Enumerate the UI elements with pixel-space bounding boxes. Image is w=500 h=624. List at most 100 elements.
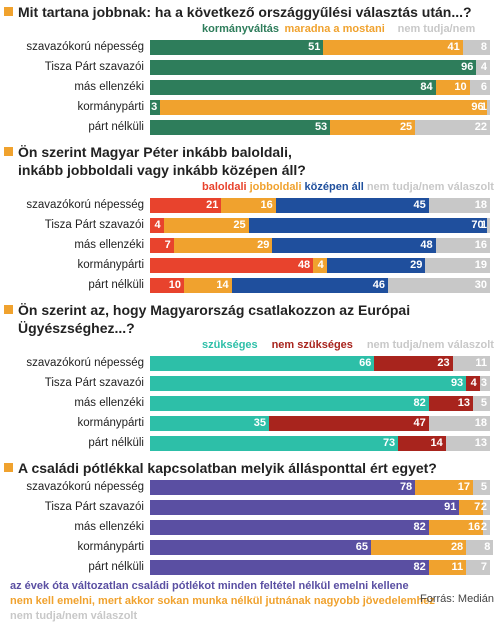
bar-segment: 48 <box>272 237 436 253</box>
bar-row: szavazókorú népesség 66 23 11 <box>4 353 494 373</box>
value-label: 4 <box>480 60 487 73</box>
value-label: 6 <box>480 80 487 93</box>
category-label: párt nélküli <box>88 436 144 449</box>
bar-segment: 19 <box>425 257 490 273</box>
stacked-bar: 21 16 45 18 <box>150 197 490 213</box>
stacked-bar: 93 4 3 <box>150 375 490 391</box>
value-label: 53 <box>314 120 328 133</box>
value-label: 13 <box>457 396 470 409</box>
bar-segment: 4 <box>466 375 480 391</box>
value-label: 4 <box>154 218 161 231</box>
value-label: 46 <box>372 278 385 291</box>
bar-row: párt nélküli 53 25 22 <box>4 117 494 137</box>
value-label: 7 <box>164 238 171 251</box>
bar-segment: 8 <box>466 539 494 555</box>
bar-segment: 13 <box>428 395 473 411</box>
bar-segment: 82 <box>150 559 429 575</box>
bar-segment: 4 <box>476 59 490 75</box>
category-cell: szavazókorú népesség <box>4 40 150 53</box>
bar-segment: 1 <box>481 217 490 233</box>
bar-segment: 28 <box>371 539 467 555</box>
category-cell: más ellenzéki <box>4 521 150 533</box>
value-label: 2 <box>480 500 487 513</box>
legend: baloldali jobboldali középen áll nem tudja/… <box>202 179 494 195</box>
category-label: párt nélküli <box>88 120 144 133</box>
title-text: Ön szerint Magyar Péter inkább baloldali… <box>18 144 306 178</box>
value-label: 96 <box>461 60 474 73</box>
stacked-bar: 96 4 <box>150 59 490 75</box>
category-cell: szavazókorú népesség <box>4 480 150 493</box>
bar-segment: 3 <box>479 375 490 391</box>
bar-segment: 3 <box>150 99 161 115</box>
legend-item: nem tudja/nem válaszolt <box>10 610 138 622</box>
bar-segment: 78 <box>150 479 416 495</box>
category-label: szavazókorú népesség <box>26 480 144 493</box>
bar-segment: 7 <box>459 499 484 515</box>
bar-row: kormánypárti 65 28 8 <box>4 537 494 557</box>
bar-segment: 41 <box>323 39 463 55</box>
value-label: 5 <box>480 480 487 493</box>
category-cell: kormánypárti <box>4 541 150 553</box>
category-label: szavazókorú népesség <box>26 40 144 53</box>
value-label: 2 <box>480 520 487 533</box>
value-label: 18 <box>474 416 487 429</box>
bullet <box>4 147 13 156</box>
stacked-bar: 35 47 18 <box>150 415 490 431</box>
panel: A családi pótlékkal kapcsolatban melyik … <box>4 459 494 624</box>
bar-segment: 30 <box>387 277 490 293</box>
category-label: más ellenzéki <box>74 238 144 251</box>
stacked-bar: 82 13 5 <box>150 395 490 411</box>
stacked-bar: 78 17 5 <box>150 479 490 495</box>
legend-item: az évek óta változatlan családi pótlékot… <box>10 580 409 592</box>
bar-row: párt nélküli 82 11 7 <box>4 557 494 577</box>
bar-segment: 29 <box>173 237 273 253</box>
category-cell: párt nélküli <box>4 561 150 573</box>
value-label: 45 <box>413 198 426 211</box>
value-label: 82 <box>413 560 426 573</box>
bar-segment: 45 <box>275 197 429 213</box>
stacked-bar: 48 4 29 19 <box>150 257 490 273</box>
bar-segment: 66 <box>150 355 375 371</box>
bar-row: kormánypárti 48 4 29 19 <box>4 255 494 275</box>
bar-row: párt nélküli 73 14 13 <box>4 433 494 453</box>
bar-segment: 18 <box>428 197 490 213</box>
value-label: 82 <box>413 520 426 533</box>
panel-title: Ön szerint Magyar Péter inkább baloldali… <box>4 143 494 179</box>
value-label: 19 <box>474 258 487 271</box>
bar-segment: 82 <box>150 519 429 535</box>
value-label: 30 <box>474 278 487 291</box>
bar-segment: 29 <box>326 257 426 273</box>
bar-segment: 5 <box>472 395 490 411</box>
bar-segment: 1 <box>481 99 490 115</box>
category-label: Tisza Párt szavazói <box>44 60 144 73</box>
stacked-bar: 3 96 1 <box>150 99 490 115</box>
value-label: 7 <box>480 560 487 573</box>
stacked-bar: 82 16 2 <box>150 519 490 535</box>
panel-title: Mit tartana jobbnak: ha a következő orsz… <box>4 3 494 21</box>
legend-item: szükséges <box>202 339 258 351</box>
bar-row: szavazókorú népesség 78 17 5 <box>4 477 494 497</box>
panel-title: A családi pótlékkal kapcsolatban melyik … <box>4 459 494 477</box>
bar-segment: 21 <box>150 197 222 213</box>
value-label: 48 <box>297 258 311 271</box>
bar-segment: 11 <box>452 355 490 371</box>
legend-item: nem tudja/nem válaszolt <box>366 181 494 193</box>
stacked-bar: 4 25 70 1 <box>150 217 490 233</box>
bar-segment: 17 <box>415 479 473 495</box>
bar-segment: 7 <box>150 237 174 253</box>
title-text: Mit tartana jobbnak: ha a következő orsz… <box>18 4 472 20</box>
value-label: 18 <box>474 198 487 211</box>
value-label: 25 <box>399 120 413 133</box>
bar-segment: 47 <box>269 415 429 431</box>
legend-item: jobboldali <box>249 181 302 193</box>
category-cell: más ellenzéki <box>4 81 150 93</box>
legend-item: maradna a mostani kormány <box>284 23 385 51</box>
value-label: 65 <box>355 540 368 553</box>
legend-item: nem tudja/nem válaszolt <box>397 23 476 51</box>
stacked-bar: 53 25 22 <box>150 119 490 135</box>
bar-segment: 25 <box>163 217 249 233</box>
category-label: Tisza Párt szavazói <box>44 218 144 231</box>
bar-segment: 65 <box>150 539 371 555</box>
bar-segment: 46 <box>231 277 388 293</box>
category-cell: Tisza Párt szavazói <box>4 60 150 73</box>
